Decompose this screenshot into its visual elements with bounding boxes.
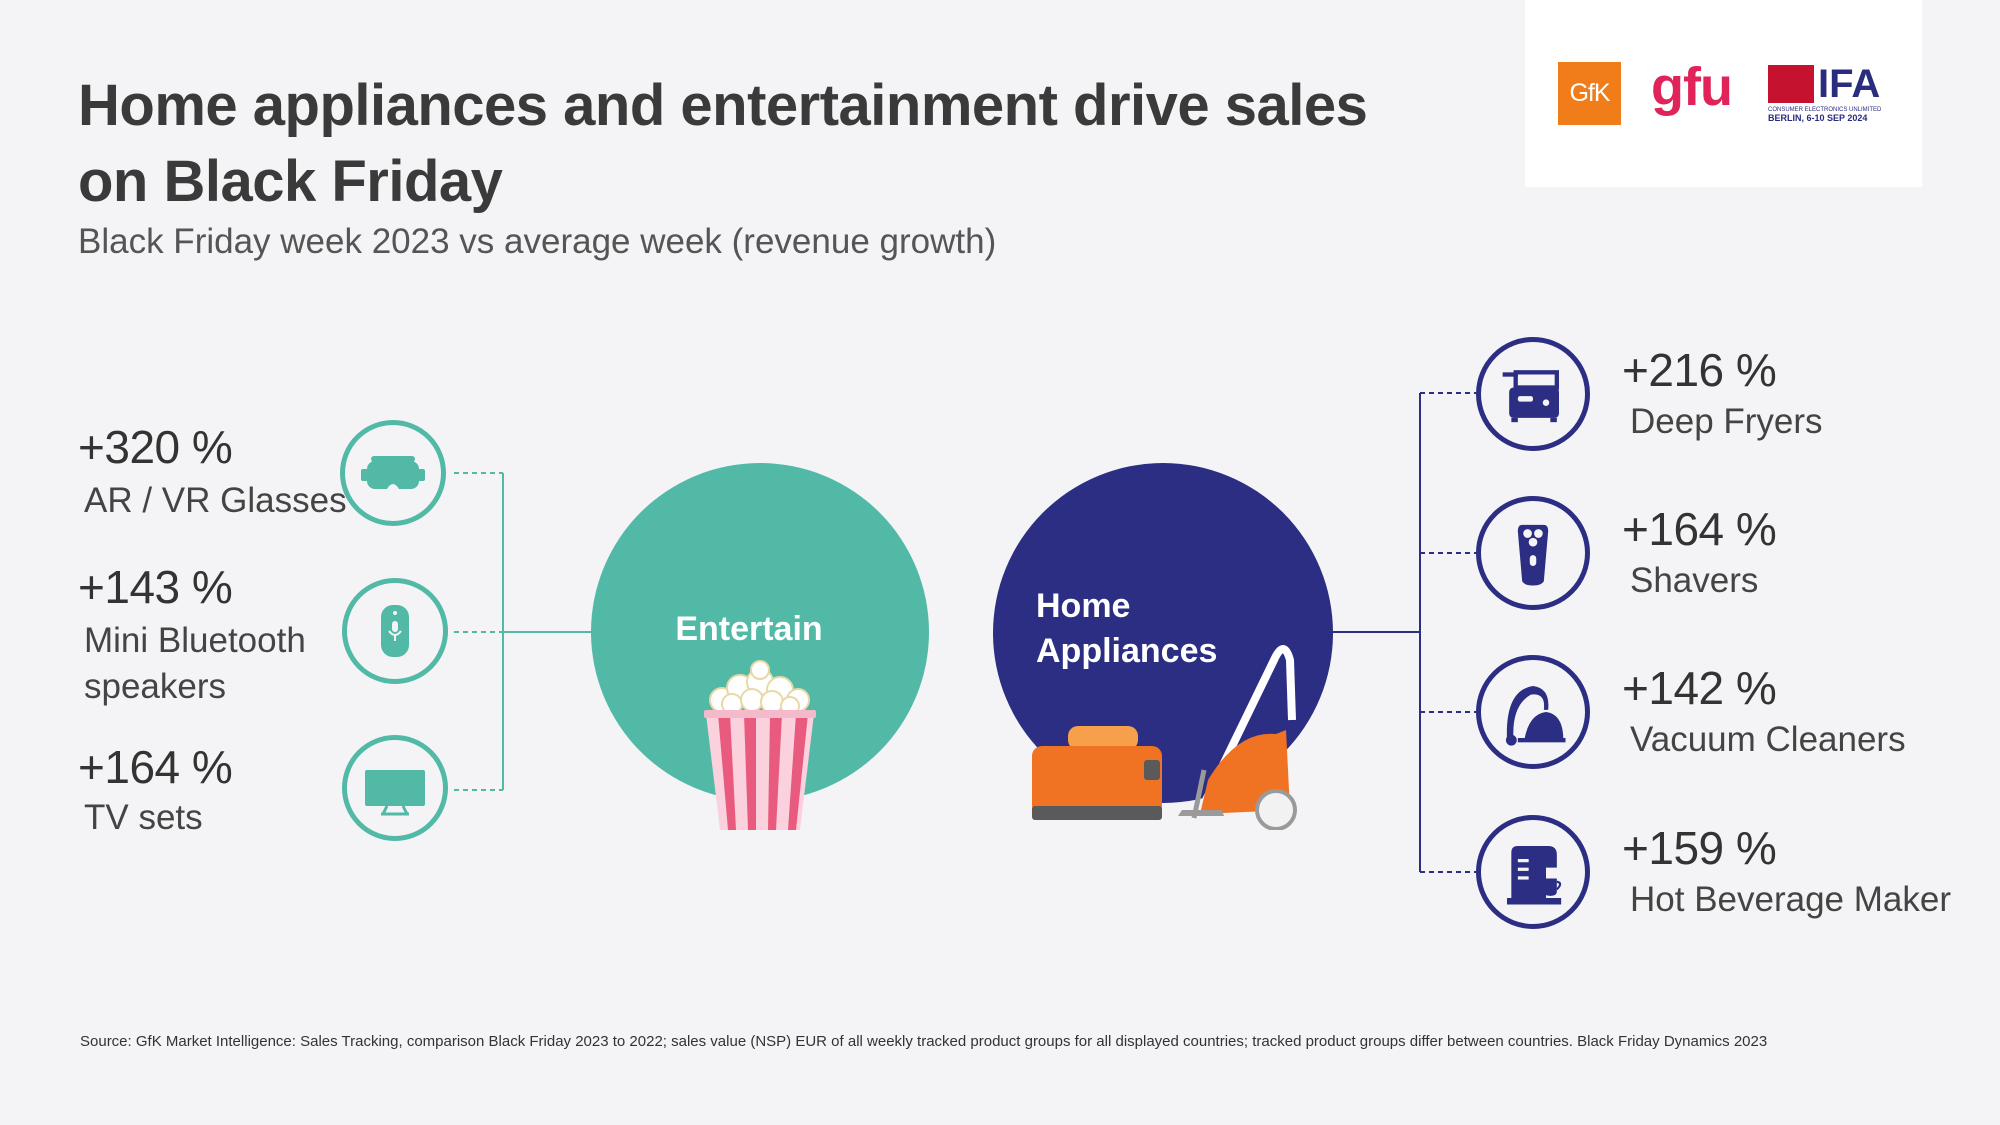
- entertainment-label: Entertain: [675, 610, 823, 648]
- page-title: Home appliances and entertainment drive …: [78, 73, 1368, 214]
- deep-fryers-label: Deep Fryers: [1630, 402, 1823, 441]
- vr-glasses-icon: [361, 456, 425, 489]
- home-appliances-connectors: [1332, 392, 1476, 873]
- shavers-label: Shavers: [1630, 561, 1759, 600]
- coffee-maker-icon: [1507, 846, 1562, 905]
- deep-fryer-icon-badge: [1476, 337, 1590, 451]
- popcorn-icon: [704, 660, 816, 830]
- bluetooth-speaker-label: Mini Bluetooth speakers: [84, 621, 306, 706]
- shaver-icon: [1517, 524, 1549, 586]
- page-subtitle: Black Friday week 2023 vs average week (…: [78, 222, 997, 261]
- vacuum-cleaners-label: Vacuum Cleaners: [1630, 720, 1906, 759]
- tv-icon: [365, 770, 425, 816]
- hot-beverage-maker-label: Hot Beverage Maker: [1630, 880, 1951, 919]
- home-appliances-label: Home Appliances: [1036, 587, 1218, 670]
- tv-sets-value: +164 %: [78, 741, 233, 793]
- toaster-vacuum-icon: [1032, 645, 1297, 830]
- vacuum-cleaner-icon-badge: [1476, 655, 1590, 769]
- ifa-mark-icon: [1768, 65, 1814, 103]
- ifa-logo: IFA CONSUMER ELECTRONICS UNLIMITED BERLI…: [1768, 64, 1886, 123]
- bluetooth-speaker-value: +143 %: [78, 561, 233, 613]
- ifa-tagline: CONSUMER ELECTRONICS UNLIMITED: [1768, 107, 1882, 113]
- entertainment-connectors: [454, 472, 592, 791]
- bluetooth-speaker-icon-badge: [342, 578, 448, 684]
- ar-vr-label: AR / VR Glasses: [84, 481, 347, 520]
- vr-glasses-icon-badge: [340, 420, 446, 526]
- hot-beverage-maker-value: +159 %: [1622, 822, 1777, 874]
- logo-panel: GfK gfu IFA CONSUMER ELECTRONICS UNLIMIT…: [1525, 0, 1922, 187]
- ifa-wordmark: IFA: [1818, 62, 1881, 106]
- shaver-icon-badge: [1476, 496, 1590, 610]
- ifa-date: BERLIN, 6-10 SEP 2024: [1768, 113, 1868, 123]
- tv-sets-label: TV sets: [84, 798, 203, 837]
- shavers-value: +164 %: [1622, 503, 1777, 555]
- deep-fryer-icon: [1502, 370, 1559, 423]
- gfu-logo: gfu: [1651, 57, 1733, 117]
- bluetooth-speaker-icon: [381, 605, 409, 657]
- ar-vr-value: +320 %: [78, 421, 233, 473]
- vacuum-cleaners-value: +142 %: [1622, 662, 1777, 714]
- vacuum-cleaner-icon: [1505, 686, 1566, 746]
- coffee-maker-icon-badge: [1476, 815, 1590, 929]
- deep-fryers-value: +216 %: [1622, 344, 1777, 396]
- gfk-logo: GfK: [1558, 62, 1621, 125]
- source-note: Source: GfK Market Intelligence: Sales T…: [80, 1033, 1768, 1050]
- tv-icon-badge: [342, 735, 448, 841]
